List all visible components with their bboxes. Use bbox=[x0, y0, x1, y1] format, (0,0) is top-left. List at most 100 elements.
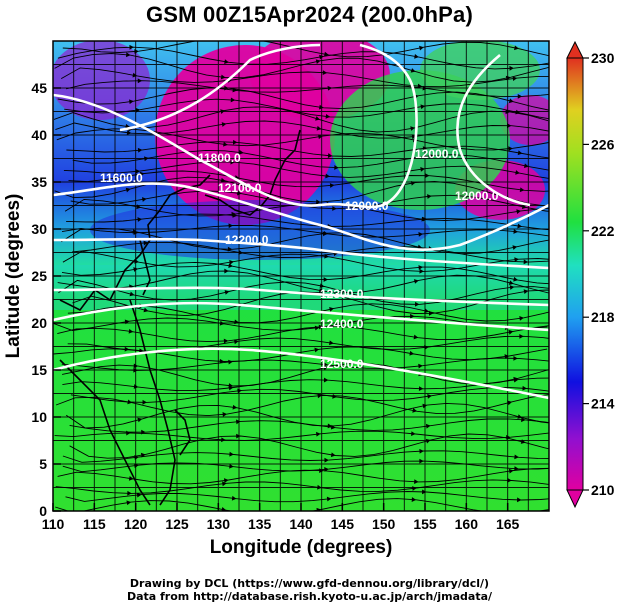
credit-dcl: Drawing by DCL (https://www.gfd-dennou.o… bbox=[129, 577, 490, 590]
streamline bbox=[65, 80, 549, 98]
streamline-arrow bbox=[318, 134, 323, 140]
streamline-arrow bbox=[128, 328, 134, 334]
streamline-arrow bbox=[323, 365, 329, 371]
x-tick-label: 130 bbox=[207, 516, 231, 532]
streamline-arrow bbox=[219, 358, 225, 364]
streamline bbox=[55, 479, 549, 494]
streamline-arrow bbox=[239, 150, 244, 155]
contour-label-12400: 12400.0 bbox=[320, 317, 364, 331]
streamline-arrow bbox=[519, 315, 524, 321]
streamline-arrow bbox=[410, 126, 416, 131]
streamline-arrow bbox=[517, 497, 522, 503]
y-tick-label: 15 bbox=[31, 362, 47, 378]
streamline-arrow bbox=[513, 276, 519, 282]
streamline-arrow bbox=[425, 173, 430, 179]
streamline-arrow bbox=[234, 319, 239, 325]
streamline-arrow bbox=[238, 250, 244, 255]
streamline-arrow bbox=[523, 163, 529, 169]
streamline-arrow bbox=[125, 187, 131, 193]
streamline-arrow bbox=[318, 324, 324, 330]
streamline-arrow bbox=[424, 345, 429, 350]
streamline-arrow bbox=[128, 475, 134, 481]
streamline bbox=[57, 270, 549, 294]
streamline-arrow bbox=[232, 404, 238, 410]
streamline-arrow bbox=[134, 49, 139, 54]
colorbar-min-arrow bbox=[566, 489, 584, 509]
streamline-arrow bbox=[143, 307, 149, 313]
streamline-arrow bbox=[228, 359, 233, 365]
y-tick-label: 10 bbox=[31, 409, 47, 425]
streamline-arrow bbox=[127, 399, 133, 405]
streamline-arrow bbox=[509, 285, 515, 290]
streamline-arrow bbox=[414, 301, 420, 307]
streamline-arrow bbox=[411, 497, 417, 502]
streamline-arrow bbox=[523, 289, 529, 295]
streamline-arrow bbox=[514, 257, 519, 263]
streamline-arrow bbox=[521, 417, 526, 423]
streamline-arrow bbox=[126, 130, 132, 136]
streamline bbox=[55, 394, 549, 417]
streamline bbox=[69, 433, 549, 459]
contour-label-12000-b: 12000.0 bbox=[415, 147, 459, 161]
streamline bbox=[62, 377, 549, 392]
streamline-arrow bbox=[125, 123, 131, 129]
streamline-arrow bbox=[236, 419, 241, 425]
streamline bbox=[62, 41, 549, 58]
streamline-arrow bbox=[319, 54, 324, 60]
streamline-arrow bbox=[134, 455, 139, 460]
streamline-arrow bbox=[414, 53, 419, 59]
streamline-arrow bbox=[132, 229, 138, 234]
streamline-arrow bbox=[330, 424, 336, 430]
colorbar-tick-label: 214 bbox=[591, 396, 615, 412]
streamline-arrow bbox=[324, 253, 329, 259]
streamline-arrow bbox=[329, 307, 334, 312]
streamline-arrow bbox=[317, 393, 323, 399]
streamline-arrow bbox=[422, 85, 428, 91]
streamline bbox=[54, 430, 549, 441]
streamline-arrow bbox=[414, 479, 419, 485]
colorbar-tick-label: 230 bbox=[591, 50, 615, 66]
streamline-arrow bbox=[229, 451, 234, 457]
streamline-arrow bbox=[418, 363, 423, 369]
x-tick-label: 165 bbox=[496, 516, 520, 532]
y-tick-label: 20 bbox=[31, 315, 47, 331]
streamline-arrow bbox=[230, 97, 236, 103]
streamline-arrow bbox=[325, 173, 330, 179]
height-contours bbox=[53, 43, 549, 400]
streamline-arrow bbox=[315, 59, 321, 64]
y-tick-label: 25 bbox=[31, 268, 47, 284]
streamline bbox=[65, 491, 549, 503]
wind-streamlines bbox=[53, 41, 549, 511]
streamline-arrow bbox=[418, 231, 424, 237]
colorbar: 210 214 218 222 226 230 bbox=[566, 40, 615, 509]
x-tick-label: 160 bbox=[455, 516, 479, 532]
chart-title: GSM 00Z15Apr2024 (200.0hPa) bbox=[146, 2, 473, 27]
streamline bbox=[61, 225, 549, 238]
x-axis-title: Longitude (degrees) bbox=[210, 537, 393, 558]
streamline-arrow bbox=[329, 340, 334, 346]
streamline-arrow bbox=[329, 183, 335, 188]
y-tick-label: 40 bbox=[31, 127, 47, 143]
streamline-arrow bbox=[508, 329, 514, 335]
streamline-arrow bbox=[323, 377, 329, 383]
streamline-arrow bbox=[514, 45, 519, 51]
streamline-arrow bbox=[324, 457, 329, 463]
streamline-arrow bbox=[132, 72, 138, 78]
streamline-arrow bbox=[316, 431, 321, 437]
streamline-arrow bbox=[224, 268, 229, 274]
streamline bbox=[70, 190, 549, 212]
streamline-arrow bbox=[318, 104, 324, 110]
streamline-arrow bbox=[424, 308, 429, 314]
streamline-arrow bbox=[325, 113, 331, 119]
streamline-arrow bbox=[520, 439, 526, 444]
streamline-arrow bbox=[137, 217, 143, 222]
streamline-arrow bbox=[220, 109, 226, 114]
streamline-arrow bbox=[509, 65, 514, 71]
streamline-arrow bbox=[515, 170, 520, 175]
streamline-arrow bbox=[422, 216, 428, 222]
colorbar-tick-label: 218 bbox=[591, 309, 615, 325]
y-axis-ticks: 0 5 10 15 20 25 30 35 40 45 bbox=[31, 80, 61, 519]
streamline-arrow bbox=[425, 438, 431, 444]
streamline-arrow bbox=[232, 213, 238, 218]
